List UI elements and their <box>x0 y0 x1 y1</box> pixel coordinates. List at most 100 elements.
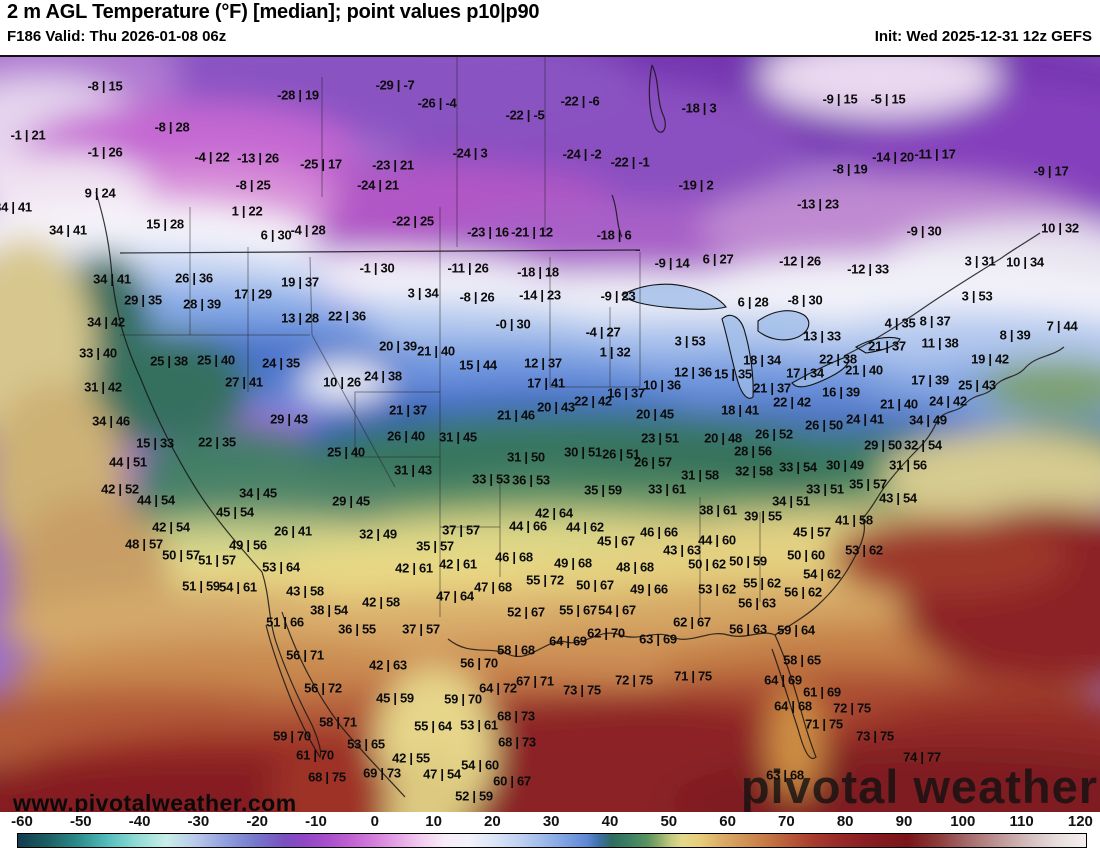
point-value-label: 64 | 69 <box>549 633 587 649</box>
point-value-label: 52 | 59 <box>455 788 493 804</box>
point-value-label: 30 | 49 <box>826 457 864 473</box>
point-value-label: 42 | 64 <box>535 505 573 521</box>
point-value-label: 20 | 43 <box>537 399 575 415</box>
point-value-label: 43 | 63 <box>663 542 701 558</box>
point-value-label: 54 | 62 <box>803 566 841 582</box>
point-value-label: 59 | 64 <box>777 622 815 638</box>
colorbar-tick-label: 80 <box>836 813 854 830</box>
point-value-label: -11 | 26 <box>447 260 489 276</box>
colorbar-tick-label: -40 <box>128 813 151 830</box>
point-value-label: -24 | 3 <box>452 145 488 161</box>
point-value-label: -14 | 20 <box>872 149 914 165</box>
point-value-label: 46 | 68 <box>495 549 533 565</box>
point-value-label: 62 | 67 <box>673 614 711 630</box>
point-value-label: 59 | 70 <box>273 728 311 744</box>
point-value-label: 50 | 57 <box>162 547 200 563</box>
point-value-label: -9 | 14 <box>654 255 690 271</box>
point-value-label: 22 | 36 <box>328 308 366 324</box>
colorbar-tick-label: -50 <box>69 813 92 830</box>
point-value-label: 50 | 59 <box>729 553 767 569</box>
point-value-label: 33 | 53 <box>472 471 510 487</box>
point-value-label: 39 | 55 <box>744 508 782 524</box>
point-value-label: 48 | 57 <box>125 536 163 552</box>
point-value-label: -21 | 12 <box>511 224 553 240</box>
point-value-label: -22 | -6 <box>560 93 600 109</box>
colorbar-tick-label: 120 <box>1067 813 1093 830</box>
point-value-label: 72 | 75 <box>615 672 653 688</box>
point-value-label: 33 | 54 <box>779 459 817 475</box>
point-value-label: 27 | 41 <box>225 374 263 390</box>
point-value-label: 13 | 28 <box>281 310 319 326</box>
point-value-label: 20 | 39 <box>379 338 417 354</box>
point-value-label: 17 | 34 <box>786 365 824 381</box>
point-value-label: -8 | 30 <box>787 292 823 308</box>
point-value-label: 33 | 40 <box>79 345 117 361</box>
point-value-label: 58 | 68 <box>497 642 535 658</box>
point-value-label: 71 | 75 <box>674 668 712 684</box>
point-value-label: 34 | 41 <box>49 222 87 238</box>
point-value-label: 26 | 57 <box>634 454 672 470</box>
temperature-map: -8 | 15 -1 | 21 -8 | 28 -1 | 26 -4 | 22 -13 |… <box>0 55 1100 814</box>
point-value-label: 44 | 54 <box>137 492 175 508</box>
point-value-label: 42 | 52 <box>101 481 139 497</box>
point-value-label: 32 | 58 <box>735 463 773 479</box>
point-value-label: 21 | 37 <box>389 402 427 418</box>
colorbar-gradient <box>17 833 1087 848</box>
point-value-label: -24 | 21 <box>357 177 399 193</box>
point-value-label: 51 | 59 <box>182 578 220 594</box>
point-value-label: 17 | 41 <box>527 375 565 391</box>
point-value-label: 28 | 56 <box>734 443 772 459</box>
point-value-label: 31 | 43 <box>394 462 432 478</box>
point-value-label: -9 | 15 <box>822 91 858 107</box>
point-value-label: 15 | 35 <box>714 366 752 382</box>
point-value-label: 63 | 69 <box>639 631 677 647</box>
point-value-label: 55 | 72 <box>526 572 564 588</box>
point-value-label: 53 | 65 <box>347 736 385 752</box>
point-value-label: 43 | 58 <box>286 583 324 599</box>
point-value-label: 17 | 39 <box>911 372 949 388</box>
point-value-label: -8 | 26 <box>459 289 495 305</box>
colorbar-tick-label: -30 <box>187 813 210 830</box>
point-value-label: 59 | 70 <box>444 691 482 707</box>
point-value-label: 46 | 66 <box>640 524 678 540</box>
point-value-label: 20 | 45 <box>636 406 674 422</box>
point-value-label: 68 | 73 <box>498 734 536 750</box>
point-value-label: 54 | 60 <box>461 757 499 773</box>
point-value-label: 18 | 41 <box>721 402 759 418</box>
point-value-label: 56 | 72 <box>304 680 342 696</box>
point-value-label: 48 | 68 <box>616 559 654 575</box>
point-value-label: 47 | 64 <box>436 588 474 604</box>
point-value-label: 12 | 36 <box>674 364 712 380</box>
point-value-label: -29 | -7 <box>375 77 415 93</box>
point-value-label: 26 | 41 <box>274 523 312 539</box>
colorbar-tick-label: 20 <box>484 813 501 830</box>
point-value-label: 44 | 60 <box>698 532 736 548</box>
point-value-label: -12 | 26 <box>779 253 821 269</box>
point-value-label: -23 | 21 <box>372 157 414 173</box>
point-value-label: 73 | 75 <box>563 682 601 698</box>
point-value-label: 36 | 53 <box>512 472 550 488</box>
point-value-label: 30 | 51 <box>564 444 602 460</box>
point-value-label: 53 | 62 <box>845 542 883 558</box>
point-value-label: 22 | 38 <box>819 351 857 367</box>
point-value-label: 9 | 24 <box>84 185 116 201</box>
temperature-shading <box>0 57 1100 814</box>
point-value-label: 34 | 45 <box>239 485 277 501</box>
valid-time-label: F186 Valid: Thu 2026-01-08 06z <box>7 28 227 45</box>
point-value-label: 37 | 57 <box>442 522 480 538</box>
point-value-label: 42 | 61 <box>439 556 477 572</box>
point-value-label: 25 | 38 <box>150 353 188 369</box>
point-value-label: 21 | 46 <box>497 407 535 423</box>
point-value-label: 34 | 51 <box>772 493 810 509</box>
point-value-label: -13 | 26 <box>237 150 279 166</box>
point-value-label: 53 | 62 <box>698 581 736 597</box>
point-value-label: -23 | 16 <box>467 224 509 240</box>
point-value-label: 64 | 69 <box>764 672 802 688</box>
site-watermark: www.pivotalweather.com <box>13 790 297 814</box>
point-value-label: 25 | 43 <box>958 377 996 393</box>
point-value-label: 3 | 34 <box>407 285 439 301</box>
point-value-label: 6 | 30 <box>260 227 292 243</box>
point-value-label: 31 | 45 <box>439 429 477 445</box>
point-value-label: 28 | 39 <box>183 296 221 312</box>
point-value-label: 45 | 59 <box>376 690 414 706</box>
